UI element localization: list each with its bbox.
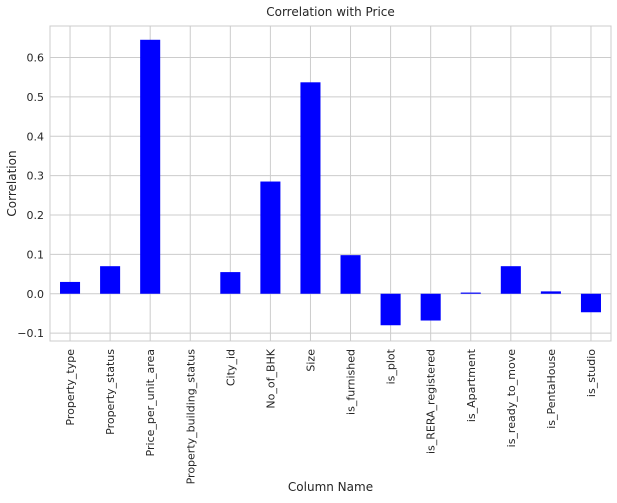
x-tick-label: No_of_BHK: [264, 348, 277, 408]
bar: [341, 255, 361, 294]
x-tick-label: is_PentaHouse: [545, 349, 558, 429]
bar: [581, 294, 601, 313]
bar: [381, 294, 401, 326]
bar: [541, 291, 561, 293]
y-tick-label: −0.1: [17, 327, 44, 340]
bar: [140, 40, 160, 294]
x-tick-label: is_Apartment: [465, 348, 478, 422]
bar: [461, 293, 481, 294]
x-tick-label: is_RERA_registered: [425, 349, 438, 454]
x-tick-label: Property_type: [64, 349, 77, 426]
x-tick-label: is_plot: [385, 348, 398, 384]
bar: [501, 266, 521, 294]
bar: [300, 82, 320, 293]
x-axis-label: Column Name: [288, 480, 373, 494]
y-tick-label: 0.1: [27, 248, 45, 261]
bar: [60, 282, 80, 294]
x-tick-label: Property_building_status: [184, 349, 197, 485]
x-tick-label: City_id: [224, 349, 237, 386]
x-tick-label: is_furnished: [345, 349, 358, 415]
y-tick-label: 0.5: [27, 91, 45, 104]
y-tick-label: 0.3: [27, 170, 45, 183]
bar: [100, 266, 120, 294]
x-tick-label: Size: [304, 349, 317, 372]
x-tick-label: is_studio: [585, 349, 598, 397]
y-tick-label: 0.0: [27, 288, 45, 301]
y-tick-label: 0.2: [27, 209, 45, 222]
x-tick-label: Property_status: [104, 349, 117, 435]
x-tick-label: Price_per_unit_area: [144, 349, 157, 456]
chart-title: Correlation with Price: [266, 5, 395, 19]
y-tick-label: 0.6: [27, 52, 45, 65]
bar: [260, 182, 280, 294]
x-tick-label: is_ready_to_move: [505, 349, 518, 448]
y-tick-label: 0.4: [27, 130, 45, 143]
bar: [421, 294, 441, 321]
y-axis-label: Correlation: [5, 150, 19, 216]
bar: [220, 272, 240, 294]
